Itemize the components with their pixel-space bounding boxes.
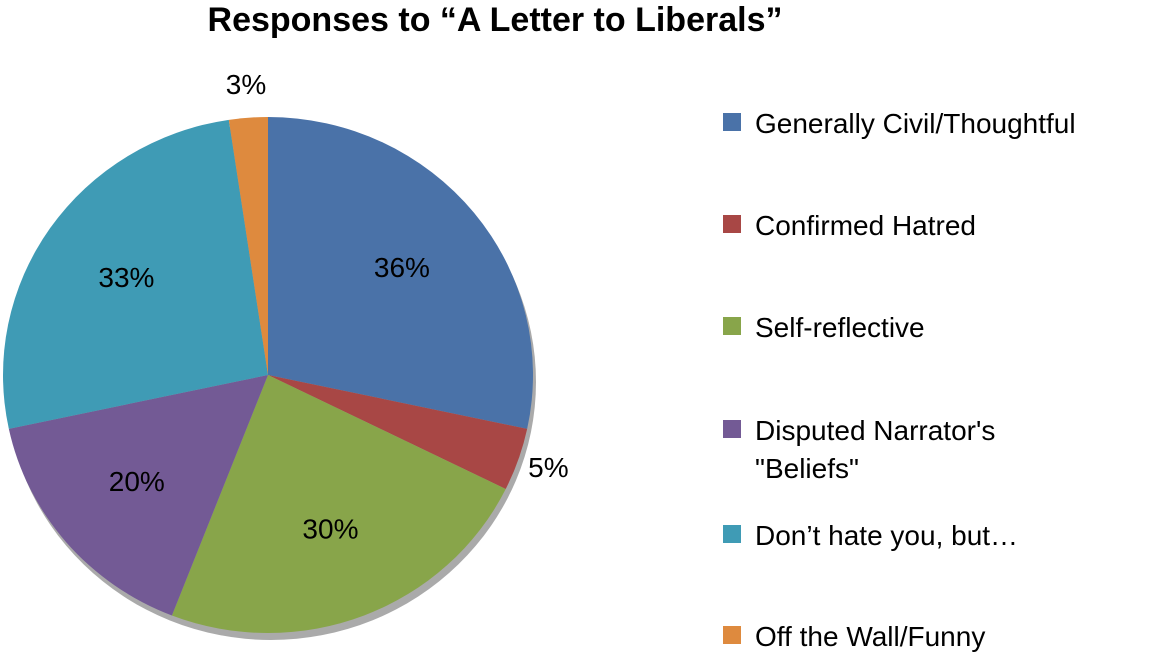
legend-swatch — [723, 525, 741, 543]
legend-swatch — [723, 626, 741, 644]
legend-label: Don’t hate you, but… — [755, 520, 1019, 551]
legend-label: Off the Wall/Funny — [755, 621, 986, 652]
legend-label: Generally Civil/Thoughtful — [755, 108, 1076, 139]
legend-swatch — [723, 215, 741, 233]
legend-item: Disputed Narrator's "Beliefs" — [723, 412, 1148, 488]
pie-slice — [171, 375, 506, 633]
data-label: 3% — [226, 69, 266, 100]
data-label: 5% — [528, 452, 568, 483]
legend-swatch — [723, 317, 741, 335]
legend-item: Generally Civil/Thoughtful — [723, 105, 1148, 143]
pie-slice — [268, 375, 528, 489]
legend-swatch — [723, 420, 741, 438]
legend-item: Confirmed Hatred — [723, 207, 1148, 245]
legend-label: Confirmed Hatred — [755, 210, 976, 241]
legend-label: Self-reflective — [755, 312, 925, 343]
data-label: 36% — [374, 252, 430, 283]
legend-swatch — [723, 113, 741, 131]
pie-slice — [228, 117, 268, 375]
legend-item: Don’t hate you, but… — [723, 517, 1148, 555]
pie-slice — [268, 117, 533, 429]
legend-item: Self-reflective — [723, 309, 1148, 347]
data-label: 30% — [302, 514, 358, 545]
legend-item: Off the Wall/Funny — [723, 618, 1148, 656]
pie-slice — [8, 375, 269, 616]
data-label: 33% — [98, 262, 154, 293]
pie-slice — [3, 119, 269, 429]
data-label: 20% — [109, 466, 165, 497]
legend-label: Disputed Narrator's "Beliefs" — [755, 415, 996, 484]
chart-title: Responses to “A Letter to Liberals” — [208, 1, 783, 39]
